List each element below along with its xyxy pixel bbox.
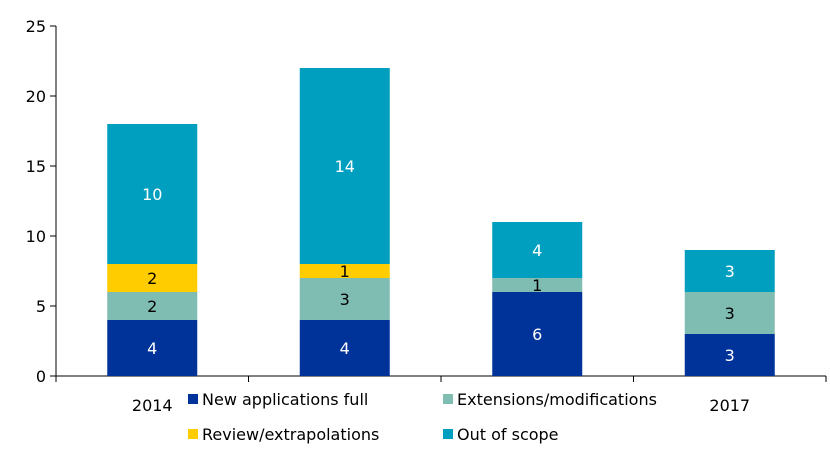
data-label: 6	[532, 325, 542, 344]
data-label: 3	[725, 262, 735, 281]
x-tick-label: 2014	[132, 396, 173, 415]
data-label: 14	[335, 157, 355, 176]
bar-segment	[684, 334, 775, 376]
bar-segment	[684, 250, 775, 292]
legend-swatch	[188, 429, 198, 439]
bar-segment	[492, 278, 583, 292]
legend-item: Review/extrapolations	[188, 425, 379, 444]
y-tick-label: 0	[36, 367, 46, 386]
legend-item: Out of scope	[443, 425, 559, 444]
bar-segment	[299, 278, 390, 320]
y-tick-label: 15	[26, 157, 46, 176]
x-axis: 2014 2017	[55, 375, 827, 415]
legend-label: New applications full	[202, 390, 368, 409]
legend-swatch	[188, 394, 198, 404]
legend-item: New applications full	[188, 390, 368, 409]
bar-segment	[492, 222, 583, 278]
data-label: 4	[147, 339, 157, 358]
x-tick-label: 2017	[709, 396, 750, 415]
y-tick-label: 5	[36, 297, 46, 316]
legend-item: Extensions/modifications	[443, 390, 657, 409]
bar-segment	[107, 264, 198, 292]
y-tick-label: 25	[26, 17, 46, 36]
y-tick-label: 10	[26, 227, 46, 246]
data-label: 1	[532, 276, 542, 295]
data-label: 3	[725, 304, 735, 323]
legend-label: Out of scope	[457, 425, 559, 444]
bar-segment	[107, 124, 198, 264]
data-label: 3	[340, 290, 350, 309]
data-label: 3	[725, 346, 735, 365]
data-label: 4	[340, 339, 350, 358]
bar-segment	[684, 292, 775, 334]
bar-segment	[107, 292, 198, 320]
data-label: 4	[532, 241, 542, 260]
data-label: 2	[147, 297, 157, 316]
legend-label: Extensions/modifications	[457, 390, 657, 409]
legend-swatch	[443, 394, 453, 404]
y-axis: 0 5 10 15 20 25	[26, 17, 57, 386]
y-tick-label: 20	[26, 87, 46, 106]
bar-segment	[299, 320, 390, 376]
legend-label: Review/extrapolations	[202, 425, 379, 444]
bar-segment	[299, 68, 390, 264]
bar-segment	[107, 320, 198, 376]
data-label: 1	[340, 262, 350, 281]
legend: New applications full Extensions/modifica…	[188, 390, 657, 444]
legend-swatch	[443, 429, 453, 439]
data-label: 2	[147, 269, 157, 288]
bar-segment	[492, 292, 583, 376]
data-label: 10	[142, 185, 162, 204]
bar-segment	[299, 264, 390, 278]
